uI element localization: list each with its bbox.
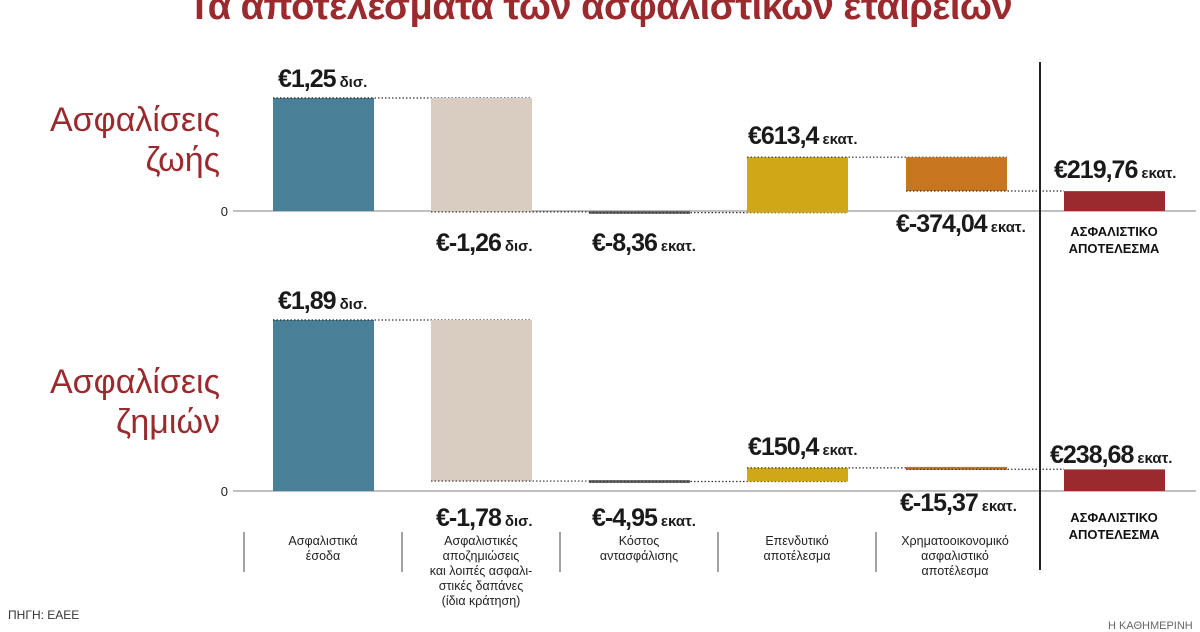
panel-title-life: Ασφαλίσεις ζωής [10,100,220,180]
value-label-1-3: €150,4 εκατ. [748,433,858,461]
panel-title-nonlife-line2: ζημιών [116,403,220,441]
chart-title: Τα αποτελέσματα των ασφαλιστικών εταιρει… [187,0,1013,28]
category-label-1-4: (ίδια κράτηση) [442,594,521,608]
value-label-1-5: €238,68 εκατ. [1050,441,1172,469]
panel-title-nonlife-line1: Ασφαλίσεις [50,363,220,401]
result-label-1-1: ΑΠΟΤΕΛΕΣΜΑ [1069,527,1160,542]
value-label-0-2: €-8,36 εκατ. [592,229,696,257]
category-label-2-0: Κόστος [619,534,660,548]
source-note: ΠΗΓΗ: ΕΑΕΕ [8,608,80,622]
value-label-0-5: €219,76 εκατ. [1054,156,1176,184]
value-label-1-4: €-15,37 εκατ. [900,489,1017,517]
category-label-1-1: αποζημιώσεις [443,549,520,563]
bar-0-0 [273,98,374,211]
bar-1-0 [273,320,374,491]
category-label-1-3: στικές δαπάνες [439,579,523,593]
category-label-2-1: αντασφάλισης [600,549,678,563]
bar-1-3 [747,467,848,482]
value-label-1-0: €1,89 δισ. [278,287,367,315]
bar-1-1 [431,320,532,482]
value-label-0-4: €-374,04 εκατ. [896,210,1026,238]
category-label-0-0: Ασφαλιστικά [288,534,357,548]
category-label-4-2: αποτέλεσμα [922,564,989,578]
category-label-0-1: έσοδα [306,549,340,563]
zero-tick-label-0: 0 [221,204,228,219]
zero-tick-label-1: 0 [221,484,228,499]
panel-title-nonlife: Ασφαλίσεις ζημιών [10,362,220,442]
bar-1-4 [906,466,1007,470]
value-label-0-3: €613,4 εκατ. [748,122,858,150]
bar-1-5 [1064,469,1165,491]
bar-0-4 [906,157,1007,192]
publisher-credit: Η ΚΑΘΗΜΕΡΙΝΗ [1108,620,1193,632]
category-label-1-0: Ασφαλιστικές [444,534,518,548]
bar-0-1 [431,98,532,212]
result-label-0-0: ΑΣΦΑΛΙΣΤΙΚΟ [1070,224,1157,239]
category-label-4-0: Χρηματοοικονομικό [901,534,1009,548]
value-label-1-1: €-1,78 δισ. [436,504,533,532]
panel-title-life-line2: ζωής [145,141,220,179]
category-label-1-2: και λοιπές ασφαλι- [430,564,533,578]
result-label-0-1: ΑΠΟΤΕΛΕΣΜΑ [1069,241,1160,256]
bar-0-5 [1064,191,1165,211]
panel-title-life-line1: Ασφαλίσεις [50,101,220,139]
value-label-0-1: €-1,26 δισ. [436,229,533,257]
value-label-0-0: €1,25 δισ. [278,65,367,93]
result-label-1-0: ΑΣΦΑΛΙΣΤΙΚΟ [1070,510,1157,525]
category-label-3-0: Επενδυτικό [765,534,828,548]
bar-0-3 [747,157,848,213]
value-label-1-2: €-4,95 εκατ. [592,504,696,532]
category-label-4-1: ασφαλιστικό [921,549,989,563]
category-label-3-1: αποτέλεσμα [764,549,831,563]
